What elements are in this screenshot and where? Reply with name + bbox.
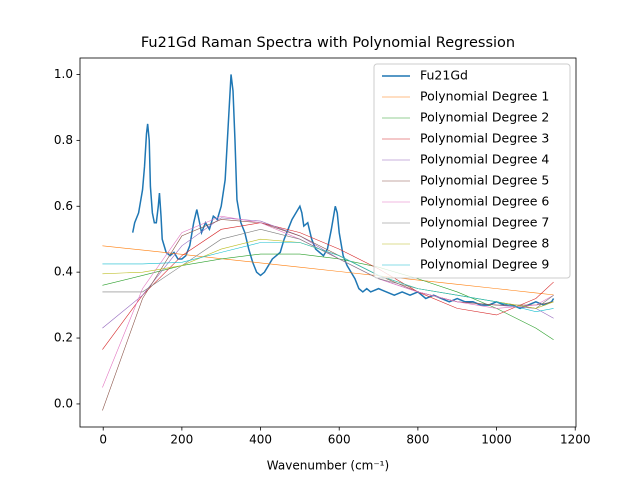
x-axis-label: Wavenumber (cm⁻¹) <box>267 459 389 473</box>
legend-label: Polynomial Degree 2 <box>420 110 549 125</box>
axes-frame <box>79 57 577 428</box>
chart-title: Fu21Gd Raman Spectra with Polynomial Reg… <box>141 35 515 51</box>
legend-label: Polynomial Degree 7 <box>420 215 549 230</box>
x-tick-label: 1200 <box>560 433 591 447</box>
legend-label: Polynomial Degree 4 <box>420 152 549 167</box>
y-tick-label: 0.4 <box>54 265 73 279</box>
y-tick-label: 0.0 <box>54 396 73 410</box>
legend-label: Polynomial Degree 6 <box>420 194 549 209</box>
y-tick-label: 0.8 <box>54 133 73 147</box>
y-tick-label: 1.0 <box>54 67 73 81</box>
legend-label: Polynomial Degree 8 <box>420 236 549 251</box>
x-tick-label: 400 <box>249 433 272 447</box>
y-tick-label: 0.2 <box>54 331 73 345</box>
x-tick-label: 600 <box>328 433 351 447</box>
legend-box <box>373 63 571 279</box>
x-tick-label: 0 <box>99 433 107 447</box>
series-line <box>102 245 554 296</box>
series-line <box>102 242 554 312</box>
y-tick-label: 0.6 <box>54 199 73 213</box>
legend-label: Fu21Gd <box>420 68 468 83</box>
legend-label: Polynomial Degree 1 <box>420 89 549 104</box>
legend-label: Polynomial Degree 5 <box>420 173 549 188</box>
legend-label: Polynomial Degree 3 <box>420 131 549 146</box>
legend-label: Polynomial Degree 9 <box>420 257 549 272</box>
x-tick-label: 1000 <box>481 433 512 447</box>
x-tick-label: 200 <box>170 433 193 447</box>
series-line <box>102 222 554 350</box>
x-tick-label: 800 <box>406 433 429 447</box>
